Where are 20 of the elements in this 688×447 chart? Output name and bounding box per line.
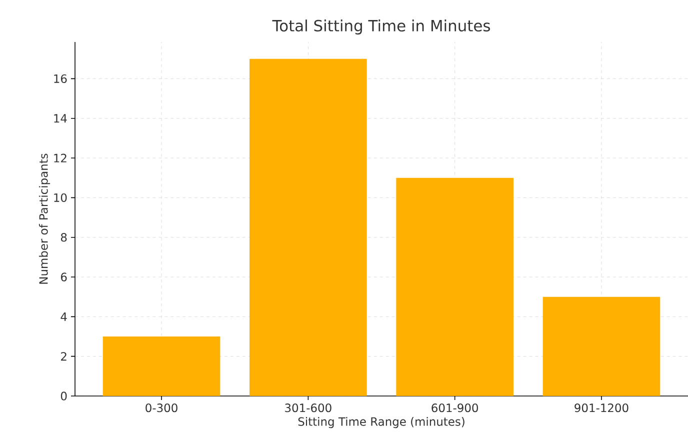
- x-tick-label: 901-1200: [574, 404, 628, 412]
- y-axis-title: Number of Participants: [38, 154, 50, 284]
- x-axis-title: Sitting Time Range (minutes): [298, 417, 464, 428]
- y-tick-label: 4: [60, 312, 67, 321]
- x-tick-label: 601-900: [432, 404, 478, 412]
- bar: [102, 336, 220, 396]
- y-tick-label: 16: [54, 74, 67, 84]
- y-tick-label: 14: [54, 114, 67, 123]
- x-tick-label: 301-600: [285, 404, 332, 412]
- x-tick-label: 0-300: [146, 404, 178, 412]
- bar: [542, 296, 660, 396]
- bar: [396, 178, 514, 396]
- y-tick-label: 12: [54, 154, 66, 162]
- y-tick-label: 10: [54, 193, 67, 202]
- chart-title: Total Sitting Time in Minutes: [272, 20, 490, 35]
- y-tick-label: 8: [60, 233, 67, 242]
- y-tick-label: 0: [60, 392, 67, 400]
- y-tick-label: 2: [61, 352, 66, 361]
- bar: [250, 58, 367, 396]
- y-tick-label: 6: [60, 272, 67, 282]
